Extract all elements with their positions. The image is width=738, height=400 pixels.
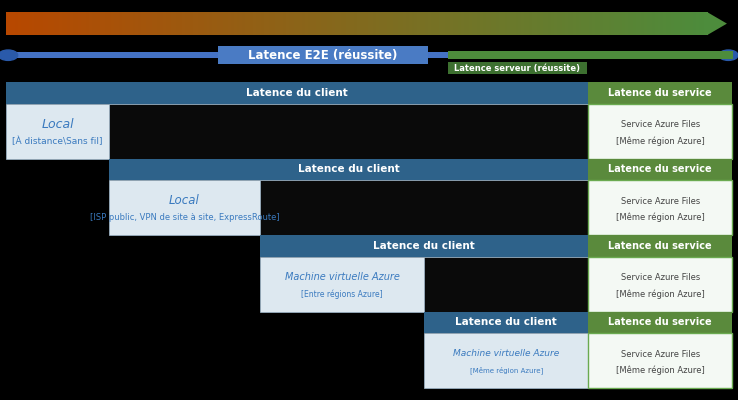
FancyBboxPatch shape	[588, 104, 732, 158]
FancyBboxPatch shape	[424, 257, 588, 312]
Text: Latence du service: Latence du service	[608, 164, 712, 174]
FancyBboxPatch shape	[218, 46, 428, 64]
Text: [Même région Azure]: [Même région Azure]	[615, 366, 705, 375]
Text: [Entre régions Azure]: [Entre régions Azure]	[301, 289, 383, 299]
Text: Latence du client: Latence du client	[246, 88, 348, 98]
Text: Machine virtuelle Azure: Machine virtuelle Azure	[453, 349, 559, 358]
FancyBboxPatch shape	[260, 257, 588, 312]
Text: Service Azure Files: Service Azure Files	[621, 196, 700, 206]
FancyBboxPatch shape	[109, 158, 588, 180]
FancyBboxPatch shape	[260, 180, 588, 235]
FancyBboxPatch shape	[109, 180, 588, 235]
Text: Service Azure Files: Service Azure Files	[621, 120, 700, 129]
FancyBboxPatch shape	[588, 333, 732, 388]
FancyBboxPatch shape	[4, 52, 733, 58]
FancyBboxPatch shape	[588, 312, 732, 333]
FancyBboxPatch shape	[588, 180, 732, 235]
Text: [Même région Azure]: [Même région Azure]	[615, 289, 705, 299]
Text: Latence du client: Latence du client	[455, 318, 557, 328]
Text: Latence plus lente: Latence plus lente	[82, 18, 184, 28]
Text: Latence du service: Latence du service	[608, 88, 712, 98]
Text: Latence du service: Latence du service	[608, 241, 712, 251]
Text: Latence E2E (réussite): Latence E2E (réussite)	[248, 49, 398, 62]
Text: Latence du service: Latence du service	[608, 318, 712, 328]
FancyBboxPatch shape	[588, 257, 732, 312]
FancyBboxPatch shape	[448, 51, 733, 60]
Text: [ISP public, VPN de site à site, ExpressRoute]: [ISP public, VPN de site à site, Express…	[90, 213, 279, 222]
Text: Latence serveur (réussite): Latence serveur (réussite)	[455, 64, 580, 72]
FancyBboxPatch shape	[109, 104, 588, 158]
Circle shape	[0, 50, 18, 60]
FancyBboxPatch shape	[424, 312, 588, 333]
Circle shape	[719, 50, 738, 60]
FancyBboxPatch shape	[260, 235, 588, 257]
FancyBboxPatch shape	[588, 158, 732, 180]
FancyBboxPatch shape	[6, 104, 588, 158]
Text: [Même région Azure]: [Même région Azure]	[615, 136, 705, 146]
Text: Machine virtuelle Azure: Machine virtuelle Azure	[285, 272, 399, 282]
Text: Service Azure Files: Service Azure Files	[621, 273, 700, 282]
FancyBboxPatch shape	[424, 333, 588, 388]
Text: [Même région Azure]: [Même région Azure]	[615, 213, 705, 222]
Text: Service Azure Files: Service Azure Files	[621, 350, 700, 358]
Text: Latence plus rapide: Latence plus rapide	[388, 18, 497, 28]
Polygon shape	[707, 12, 727, 35]
Text: [Même région Azure]: [Même région Azure]	[469, 367, 543, 374]
Text: Local: Local	[41, 118, 74, 130]
Text: Latence du client: Latence du client	[298, 164, 399, 174]
FancyBboxPatch shape	[6, 82, 588, 104]
Text: Local: Local	[169, 194, 200, 207]
FancyBboxPatch shape	[588, 82, 732, 104]
FancyBboxPatch shape	[448, 62, 587, 74]
FancyBboxPatch shape	[588, 235, 732, 257]
Text: [À distance\Sans fil]: [À distance\Sans fil]	[13, 136, 103, 146]
Text: Latence du client: Latence du client	[373, 241, 475, 251]
